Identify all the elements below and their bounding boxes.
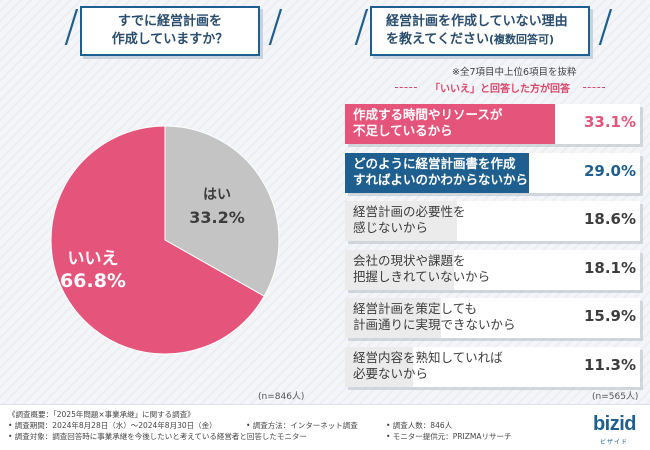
bar-row: 経営計画の必要性を 感じないから 18.6% — [345, 201, 640, 241]
bar-title-line1: 経営計画を作成していない理由 — [386, 14, 568, 29]
bar-fill — [345, 201, 457, 241]
pie-title-box: すでに経営計画を 作成していますか？ — [80, 6, 260, 56]
bar-fill — [345, 249, 454, 290]
pie-sample-size: (n=846人) — [258, 392, 305, 402]
bar-row: 経営内容を熟知していれば 必要ないから 11.3% — [345, 346, 640, 387]
bar-fill — [345, 152, 529, 193]
respondent-note-text: 「いいえ」と回答した方が回答 — [430, 84, 570, 95]
pie-title-line1: すでに経営計画を — [117, 14, 223, 29]
survey-provider: • モニター提供元：PRIZMAリサーチ — [386, 432, 512, 441]
pie-label-no: いいえ — [67, 249, 119, 269]
pie-chart — [50, 125, 280, 355]
bar-label: 会社の現状や課題を 把握しきれていないから — [353, 252, 491, 284]
survey-target: • 調査対象：調査回答時に事業承継を今後したいと考えている経営者と回答したモニタ… — [8, 432, 307, 441]
pie-label-yes: はい — [203, 187, 231, 203]
bar-sample-size: (n=565人) — [592, 392, 639, 402]
bar-value: 11.3% — [583, 355, 636, 374]
survey-count: • 調査人数：846人 — [386, 421, 453, 430]
bar-value: 18.1% — [583, 258, 636, 277]
selection-note: ※全7項目中上位6項目を抜粋 — [452, 67, 577, 78]
bar-label: 経営計画の必要性を 感じないから — [353, 204, 466, 235]
bar-label: 経営内容を熟知していれば 必要ないから — [353, 349, 503, 381]
respondent-note: 「いいえ」と回答した方が回答 — [395, 80, 605, 95]
pie-value-yes: 33.2% — [189, 208, 245, 227]
bar-fill — [345, 346, 413, 387]
pie-value-no: 66.8% — [60, 270, 126, 292]
pie-title-line2: 作成していますか？ — [111, 32, 229, 47]
bizid-logo: bizid — [592, 413, 637, 435]
bar-value: 18.6% — [583, 210, 636, 228]
bar-fill — [345, 104, 555, 144]
pie-slice-yes — [164, 125, 280, 297]
survey-period: • 調査期間：2024年8月28日（水）～2024年8月30日（金） — [8, 421, 217, 430]
bar-title-box: 経営計画を作成していない理由 を教えてください(複数回答可) — [370, 6, 590, 56]
bar-title-line2-sub: (複数回答可) — [488, 33, 555, 46]
bar-label: 作成する時間やリソースが 不足しているから — [353, 107, 503, 138]
bar-row: 作成する時間やリソースが 不足しているから 33.1% — [345, 104, 640, 144]
bar-label: どのように経営計画書を作成 すればよいのかわからないから — [353, 155, 529, 187]
bar-row: どのように経営計画書を作成 すればよいのかわからないから 29.0% — [345, 152, 640, 193]
bar-value: 29.0% — [583, 161, 636, 180]
survey-overview: 《調査概要：「2025年問題×事業承継」に関する調査》 — [8, 410, 195, 419]
pie-slice-no — [50, 125, 265, 355]
footer: 《調査概要：「2025年問題×事業承継」に関する調査》 • 調査期間：2024年… — [0, 404, 650, 450]
bar-title-line2: を教えてください — [386, 32, 489, 47]
bar-row: 経営計画を策定しても 計画通りに実現できないから 15.9% — [345, 298, 640, 338]
bizid-logo-sub: ビザイド — [599, 439, 628, 446]
bar-fill — [345, 298, 441, 338]
bar-value: 33.1% — [583, 113, 636, 131]
survey-method: • 調査方法：インターネット調査 — [246, 421, 358, 430]
bar-label: 経営計画を策定しても 計画通りに実現できないから — [353, 301, 516, 332]
bar-row: 会社の現状や課題を 把握しきれていないから 18.1% — [345, 249, 640, 290]
bar-value: 15.9% — [583, 307, 636, 325]
